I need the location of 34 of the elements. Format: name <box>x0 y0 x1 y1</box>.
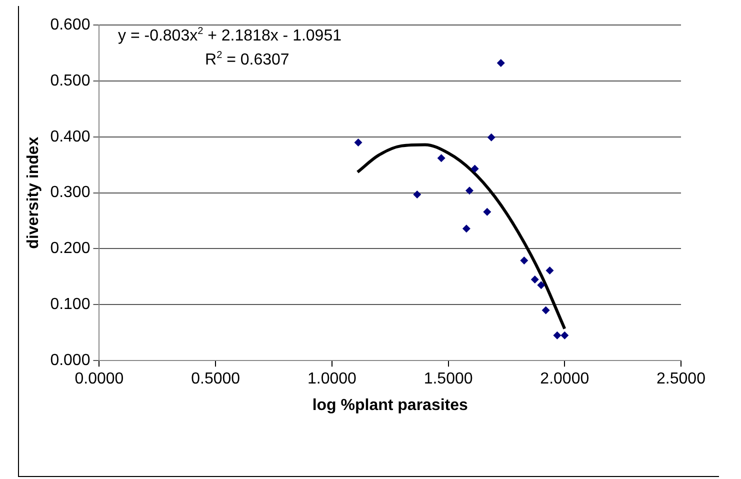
point <box>542 306 550 314</box>
y-axis-title: diversity index <box>25 136 42 249</box>
y-tick-label: 0.200 <box>50 240 90 258</box>
point <box>546 266 554 275</box>
point <box>354 138 362 146</box>
x-tick-label: 0.0000 <box>74 370 124 388</box>
point <box>537 281 546 290</box>
x-tick-label: 1.0000 <box>307 370 357 388</box>
point <box>530 275 539 284</box>
y-tick-label: 0.300 <box>50 184 90 202</box>
y-tick-label: 0.000 <box>50 352 90 370</box>
x-tick-label: 0.5000 <box>191 370 240 388</box>
point <box>483 208 492 216</box>
point <box>437 154 446 162</box>
point <box>560 331 569 340</box>
point <box>462 224 470 233</box>
x-tick-label: 2.5000 <box>656 370 706 388</box>
point <box>487 133 496 142</box>
point <box>470 164 479 173</box>
point <box>553 331 562 340</box>
y-tick-label: 0.100 <box>50 296 90 314</box>
point <box>520 256 528 264</box>
y-tick-label: 0.400 <box>50 128 90 146</box>
x-tick-label: 1.5000 <box>424 370 473 388</box>
point <box>413 190 422 198</box>
y-tick-label: 0.600 <box>50 16 90 34</box>
point <box>465 186 474 195</box>
y-tick-label: 0.500 <box>50 72 90 90</box>
x-tick-label: 2.0000 <box>540 370 590 388</box>
annotation: y = -0.803x$^{2}$ + 2.1818x - 1.0951 <box>118 26 342 46</box>
point <box>496 59 505 68</box>
line-series <box>356 143 566 330</box>
annotation: R$^{2}$ = 0.6307 <box>205 50 290 70</box>
x-axis-title: log %plant parasites <box>312 396 468 414</box>
